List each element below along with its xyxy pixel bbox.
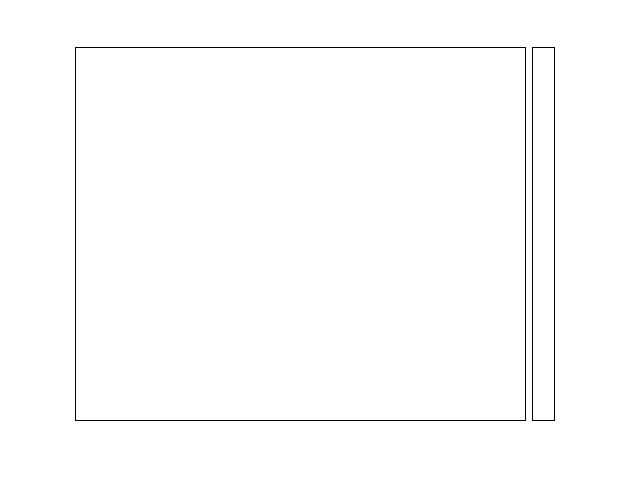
world-heatmap-canvas	[76, 48, 525, 420]
colorbar-canvas	[533, 48, 554, 420]
colorbar-frame	[532, 47, 555, 421]
plot-frame	[75, 47, 526, 421]
y-axis-label	[2, 135, 20, 335]
